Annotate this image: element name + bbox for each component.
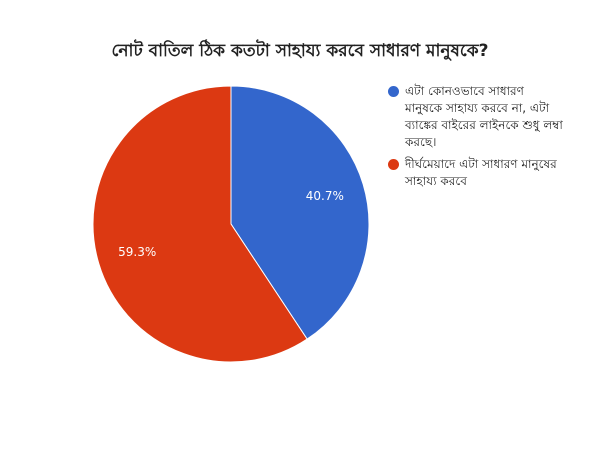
legend-entry-1: এটা কোনওভাবে সাধারণ মানুষকে সাহায্য করবে… (388, 83, 563, 151)
slice-value-label-1: 40.7% (306, 189, 344, 203)
legend: এটা কোনওভাবে সাধারণ মানুষকে সাহায্য করবে… (388, 83, 563, 195)
chart-title: নোট বাতিল ঠিক কতটা সাহায্য করবে সাধারণ ম… (111, 41, 489, 61)
legend-swatch-2 (388, 159, 399, 170)
legend-swatch-1 (388, 86, 399, 97)
pie-slice-2 (92, 85, 308, 363)
slice-value-label-2: 59.3% (118, 245, 156, 259)
legend-label-2: দীর্ঘমেয়াদে এটা সাধারণ মানুষের সাহায্য … (405, 157, 557, 188)
legend-label-1: এটা কোনওভাবে সাধারণ মানুষকে সাহায্য করবে… (405, 84, 563, 149)
legend-entry-2: দীর্ঘমেয়াদে এটা সাধারণ মানুষের সাহায্য … (388, 156, 563, 190)
